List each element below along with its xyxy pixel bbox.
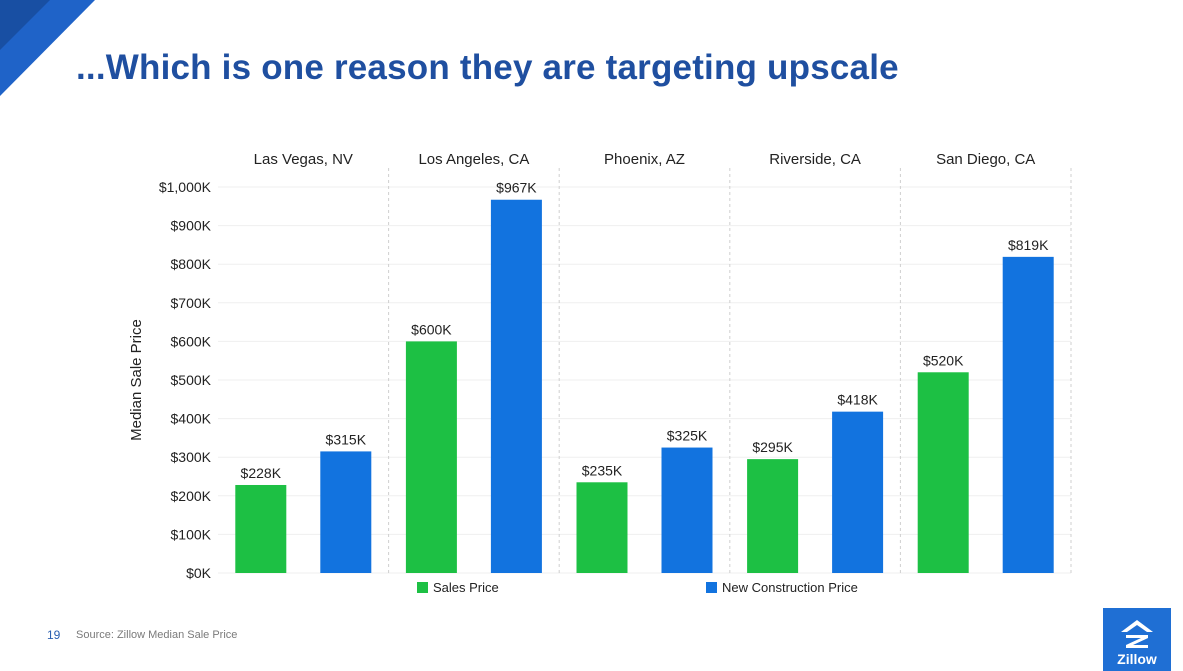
data-label: $600K: [411, 321, 452, 337]
y-tick-label: $300K: [171, 449, 212, 465]
legend-swatch: [706, 582, 717, 593]
zillow-logo-icon: [1121, 620, 1153, 648]
bar: [235, 484, 287, 573]
legend-label: Sales Price: [433, 580, 499, 595]
category-label: San Diego, CA: [936, 151, 1035, 168]
category-label: Las Vegas, NV: [254, 151, 353, 168]
source-note: Source: Zillow Median Sale Price: [76, 629, 238, 641]
bar: [405, 341, 457, 573]
y-tick-label: $100K: [171, 526, 212, 542]
bar: [832, 411, 884, 573]
data-label: $325K: [667, 428, 708, 444]
y-tick-label: $200K: [171, 488, 212, 504]
zillow-logo: Zillow: [1103, 608, 1171, 671]
y-tick-label: $800K: [171, 256, 212, 272]
bar: [747, 459, 799, 573]
data-label: $295K: [752, 439, 793, 455]
data-label: $315K: [326, 431, 367, 447]
category-label: Los Angeles, CA: [418, 151, 529, 168]
y-tick-label: $900K: [171, 218, 212, 234]
data-label: $520K: [923, 352, 964, 368]
zillow-logo-text: Zillow: [1117, 651, 1157, 667]
y-tick-label: $1,000K: [159, 179, 212, 195]
data-label: $228K: [241, 465, 282, 481]
page-number: 19: [47, 628, 61, 642]
legend-swatch: [417, 582, 428, 593]
corner-decoration: [0, 0, 95, 96]
data-label: $967K: [496, 180, 537, 196]
bar: [320, 451, 372, 573]
data-label: $819K: [1008, 237, 1049, 253]
data-label: $418K: [837, 392, 878, 408]
page-title: ...Which is one reason they are targetin…: [76, 48, 899, 87]
bar: [661, 447, 713, 573]
y-tick-label: $600K: [171, 333, 212, 349]
y-tick-label: $700K: [171, 295, 212, 311]
bar: [576, 482, 628, 573]
y-tick-label: $0K: [186, 565, 212, 581]
category-label: Riverside, CA: [769, 151, 861, 168]
legend-label: New Construction Price: [722, 580, 858, 595]
category-label: Phoenix, AZ: [604, 151, 685, 168]
bar: [490, 199, 542, 573]
bar: [917, 372, 969, 573]
data-label: $235K: [582, 462, 623, 478]
y-tick-label: $400K: [171, 411, 212, 427]
bar: [1002, 256, 1054, 573]
y-axis-label: Median Sale Price: [128, 319, 145, 441]
y-tick-label: $500K: [171, 372, 212, 388]
